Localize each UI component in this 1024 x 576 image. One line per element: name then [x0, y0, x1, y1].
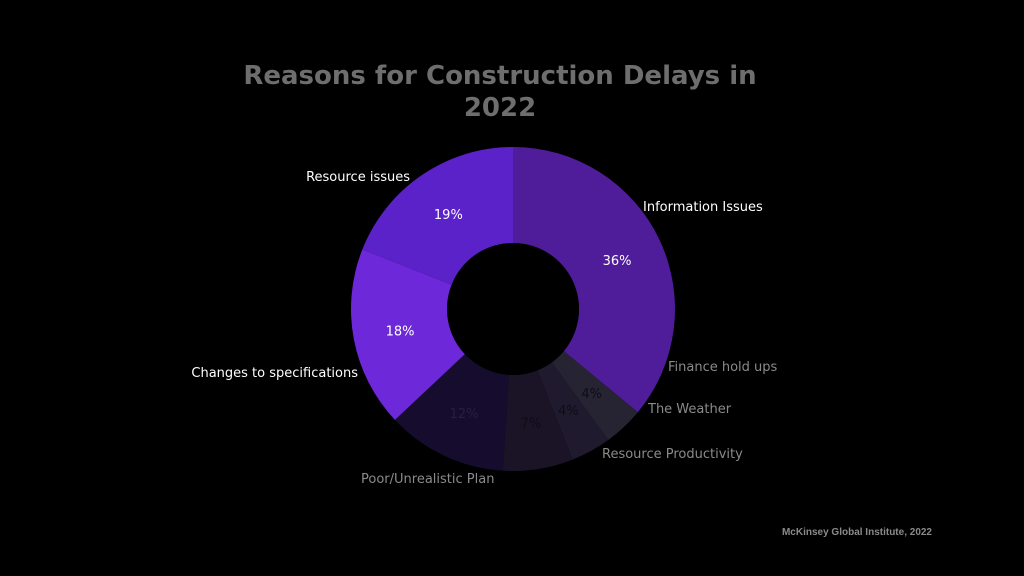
slice-category-label: Finance hold ups: [668, 360, 778, 375]
chart-title: Reasons for Construction Delays in 2022: [0, 60, 1000, 124]
chart-title-line-1: Reasons for Construction Delays in: [243, 61, 757, 91]
donut-slice: [513, 147, 675, 413]
donut-slice: [502, 370, 573, 471]
slice-percent-label: 12%: [450, 407, 479, 422]
slice-percent-label: 4%: [558, 404, 579, 419]
donut-slice: [537, 362, 609, 460]
slice-percent-label: 19%: [434, 208, 463, 223]
donut-slice: [551, 351, 638, 441]
slice-category-label: Information Issues: [643, 200, 763, 215]
donut-slice: [362, 147, 513, 285]
donut-hole: [447, 243, 579, 375]
chart-title-line-2: 2022: [463, 93, 537, 123]
slice-percent-label: 18%: [386, 325, 415, 340]
slice-percent-label: 36%: [603, 254, 632, 269]
slice-category-label: Changes to specifications: [191, 366, 358, 381]
source-note: McKinsey Global Institute, 2022: [781, 527, 932, 538]
slice-category-label: The Weather: [647, 402, 732, 417]
slice-category-label: Poor/Unrealistic Plan: [361, 472, 494, 487]
slice-category-label: Resource issues: [306, 170, 410, 185]
slice-percent-label: 7%: [521, 417, 542, 432]
slice-category-label: Resource Productivity: [602, 447, 743, 462]
slice-percent-label: 4%: [581, 387, 602, 402]
donut-slice: [394, 354, 509, 471]
donut-slice: [351, 249, 465, 420]
